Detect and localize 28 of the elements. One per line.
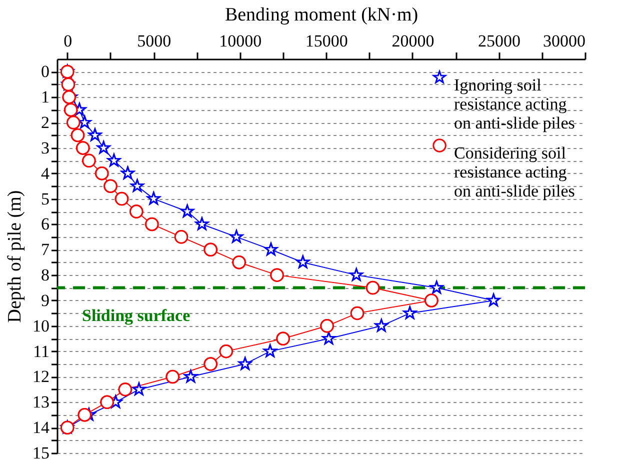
y-tick-label: 13 — [32, 392, 50, 412]
y-tick-label: 8 — [41, 266, 50, 285]
x-tick-label: 25000 — [478, 32, 520, 50]
y-tick-label: 5 — [41, 189, 50, 208]
y-tick-label: 12 — [32, 367, 50, 386]
x-tick-label: 10000 — [219, 32, 262, 50]
y-tick-label: 11 — [33, 342, 50, 361]
y-tick-label: 9 — [41, 290, 50, 310]
legend-label: Considering soil resistance acting on anti-slide piles — [454, 144, 575, 200]
ref-line-label: Sliding surface — [82, 306, 191, 325]
y-tick-label: 14 — [32, 418, 50, 438]
y-tick-label: 15 — [32, 444, 50, 462]
y-tick-label: 0 — [41, 62, 50, 82]
y-tick-label: 6 — [41, 214, 50, 234]
x-tick-label: 30000 — [543, 32, 586, 50]
y-tick-label: 3 — [41, 138, 50, 158]
y-tick-label: 1 — [41, 88, 50, 107]
y-tick-label: 2 — [41, 113, 50, 132]
x-tick-label: 15000 — [305, 32, 348, 50]
legend-label: Ignoring soil resistance acting on anti-slide piles — [454, 76, 575, 132]
y-tick-label: 4 — [41, 164, 50, 183]
x-tick-label: 20000 — [392, 32, 434, 50]
x-axis-title: Bending moment (kN·m) — [224, 4, 418, 26]
y-tick-label: 7 — [41, 240, 50, 260]
y-tick-label: 10 — [32, 316, 50, 336]
x-tick-label: 0 — [64, 32, 72, 50]
y-axis-title: Depth of pile (m) — [4, 190, 26, 323]
x-tick-label: 5000 — [137, 32, 172, 50]
